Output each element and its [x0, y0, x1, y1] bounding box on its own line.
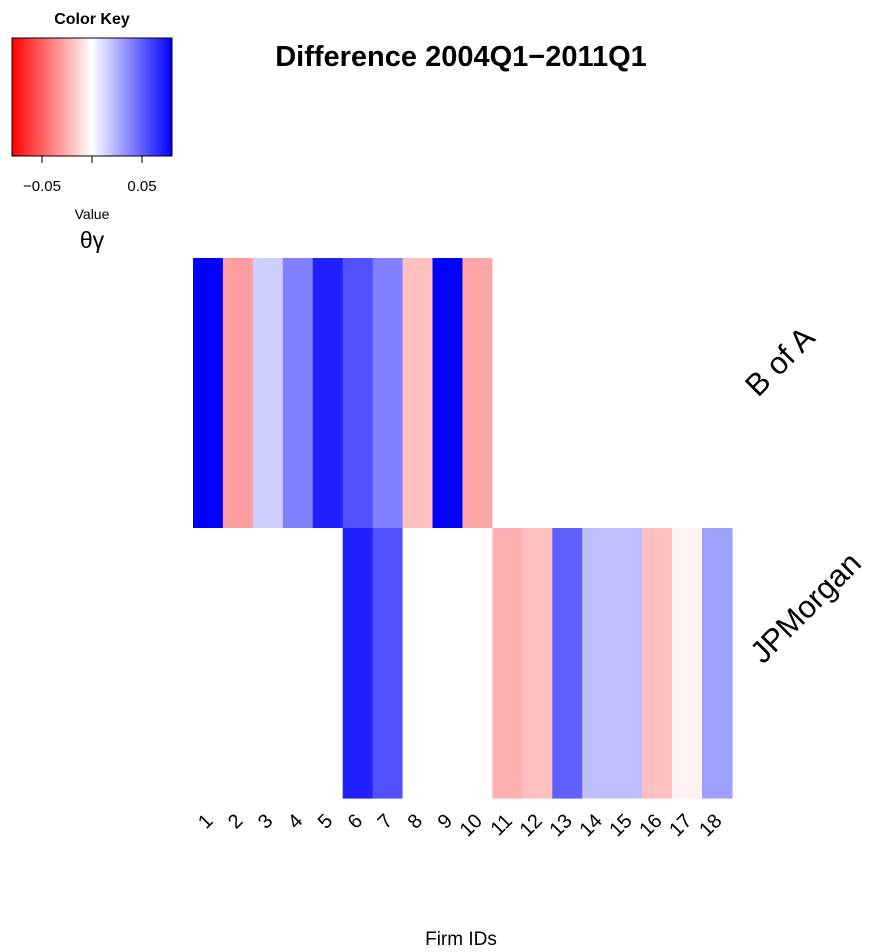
- heatmap-cells: [193, 258, 733, 799]
- heatmap-cell: [252, 258, 284, 529]
- heatmap-cell: [612, 258, 643, 529]
- column-label: 2: [224, 810, 247, 833]
- heatmap-cell: [462, 528, 493, 799]
- x-axis-label: Firm IDs: [425, 929, 497, 950]
- color-key-tick-label: 0.05: [127, 178, 156, 195]
- heatmap-cell: [522, 258, 553, 529]
- heatmap-cell: [312, 258, 344, 529]
- heatmap-cell: [432, 528, 464, 799]
- heatmap-cell: [552, 528, 583, 799]
- color-key-gradient: [11, 37, 173, 157]
- heatmap-cell: [492, 258, 523, 529]
- heatmap-cell: [612, 528, 643, 799]
- heatmap-cell: [193, 528, 224, 799]
- heatmap-cell: [462, 258, 493, 529]
- row-labels: B of A JPMorgan: [738, 319, 868, 669]
- color-key: Color Key −0.05 0.05 Value θγ: [11, 11, 173, 253]
- heatmap-cell: [252, 528, 284, 799]
- column-label: 10: [456, 810, 487, 841]
- heatmap-cell: [282, 258, 314, 529]
- heatmap-cell: [222, 258, 254, 529]
- column-label: 13: [545, 810, 576, 841]
- column-label: 4: [284, 810, 307, 833]
- row-label: B of A: [738, 319, 821, 402]
- heatmap-cell: [193, 258, 224, 529]
- heatmap-cell: [582, 258, 613, 529]
- heatmap-cell: [552, 258, 583, 529]
- column-label: 11: [487, 810, 517, 840]
- heatmap-cell: [522, 528, 553, 799]
- column-label: 6: [344, 810, 367, 833]
- column-label: 17: [665, 810, 696, 841]
- color-key-title: Color Key: [54, 11, 130, 28]
- column-label: 14: [575, 810, 606, 841]
- color-key-axis: −0.05 0.05: [23, 156, 157, 195]
- column-label: 8: [404, 810, 427, 833]
- column-label: 18: [695, 810, 726, 841]
- heatmap-cell: [672, 528, 703, 799]
- column-label: 1: [194, 810, 217, 833]
- column-label: 12: [516, 810, 547, 841]
- heatmap-cell: [492, 528, 523, 799]
- heatmap-cell: [432, 258, 464, 529]
- heatmap-cell: [312, 528, 344, 799]
- chart-title: Difference 2004Q1−2011Q1: [275, 41, 647, 73]
- column-label: 5: [314, 810, 337, 833]
- column-label: 16: [635, 810, 666, 841]
- heatmap-cell: [282, 528, 314, 799]
- column-label: 9: [434, 810, 457, 833]
- column-label: 7: [374, 810, 397, 833]
- heatmap-cell: [402, 258, 434, 529]
- heatmap-cell: [342, 258, 374, 529]
- heatmap-cell: [642, 528, 673, 799]
- heatmap-cell: [642, 258, 673, 529]
- heatmap-cell: [372, 258, 404, 529]
- color-key-tick-label: −0.05: [23, 178, 61, 195]
- heatmap-cell: [582, 528, 613, 799]
- heatmap-cell: [372, 528, 404, 799]
- column-label: 15: [605, 810, 636, 841]
- heatmap-cell: [701, 528, 733, 799]
- heatmap-cell: [222, 528, 254, 799]
- heatmap-cell: [402, 528, 434, 799]
- color-key-sublabel: θγ: [80, 227, 105, 253]
- row-label: JPMorgan: [743, 545, 868, 670]
- heatmap-cell: [701, 258, 733, 529]
- heatmap-cell: [342, 528, 374, 799]
- heatmap-cell: [672, 258, 703, 529]
- column-label: 3: [254, 810, 277, 833]
- color-key-xlabel: Value: [75, 206, 110, 222]
